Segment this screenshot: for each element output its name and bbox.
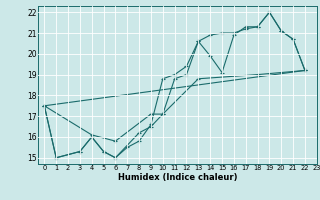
X-axis label: Humidex (Indice chaleur): Humidex (Indice chaleur) (118, 173, 237, 182)
